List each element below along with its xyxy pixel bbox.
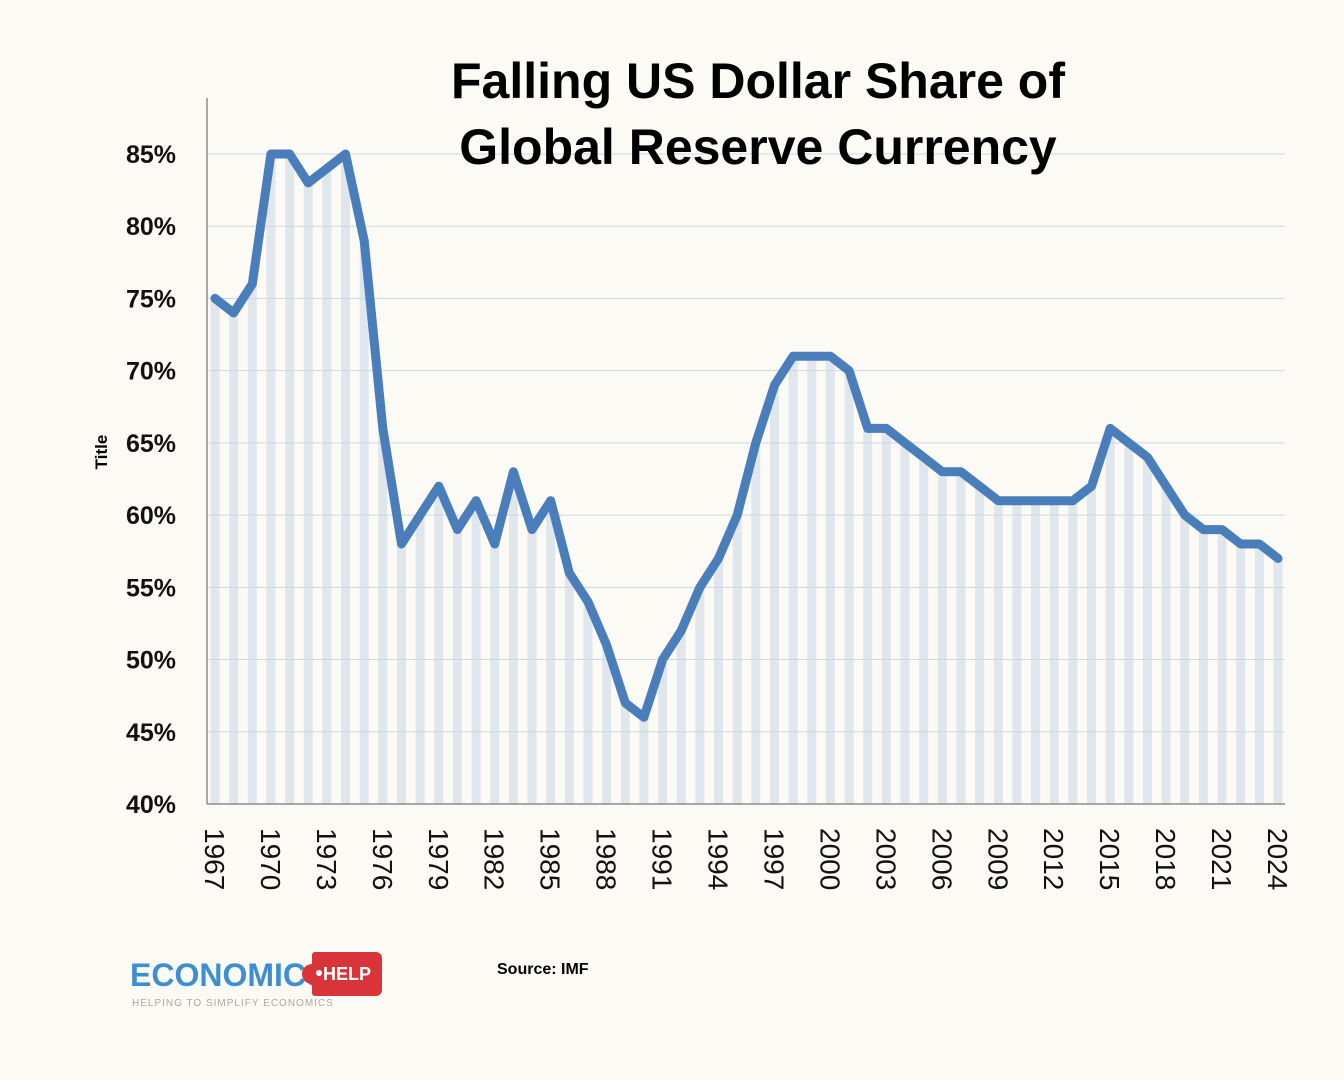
value-column [695,587,705,804]
value-column [1217,529,1227,804]
chart-title-line1: Falling US Dollar Share of [451,53,1065,109]
value-column [788,356,798,804]
value-column [639,717,649,804]
y-axis-label: Title [92,434,111,470]
y-tick-label: 45% [126,719,176,747]
value-column [359,240,369,804]
x-tick-labels: 1967 1970 1973 1976 1979 1982 1985 1988 1991 1994… [199,828,1293,890]
value-column [825,356,835,804]
value-column [1105,428,1115,804]
x-tick-label: 1979 [423,828,454,890]
value-column [1254,544,1264,804]
y-tick-label: 55% [126,574,176,602]
value-column [1273,558,1283,804]
source-note: Source: IMF [497,961,589,978]
chart-title-line2: Global Reserve Currency [459,119,1057,175]
value-column [1049,500,1059,804]
x-tick-label: 1994 [703,828,734,890]
x-tick-label: 1985 [535,828,566,890]
value-column [881,428,891,804]
logo-subtitle: HELPING TO SIMPLIFY ECONOMICS [132,998,334,1009]
y-tick-label: 75% [126,285,176,313]
x-tick-label: 2003 [870,828,901,890]
value-column [1161,486,1171,804]
logo-tag-hole-icon [316,970,322,976]
value-column [266,154,276,804]
value-column [490,544,500,804]
x-tick-label: 2012 [1038,828,1069,890]
value-column [341,154,351,804]
value-column [1031,500,1041,804]
value-column [1012,500,1022,804]
value-column [527,529,537,804]
value-column [546,500,556,804]
value-column [900,442,910,804]
value-column [583,601,593,804]
y-tick-label: 85% [126,141,176,169]
value-column [751,442,761,804]
value-column [919,457,929,804]
value-column [956,471,966,804]
value-column [285,154,295,804]
value-column [396,544,406,804]
value-column [508,471,518,804]
x-tick-label: 1967 [199,828,230,890]
x-tick-label: 1973 [311,828,342,890]
usd-share-line [210,149,1283,722]
value-column [807,356,817,804]
value-column [937,471,947,804]
y-tick-label: 65% [126,430,176,458]
value-column [863,428,873,804]
y-tick-label: 70% [126,358,176,386]
x-tick-label: 2000 [814,828,845,890]
value-column [993,500,1003,804]
value-column [1087,486,1097,804]
value-column [1236,544,1246,804]
value-column [452,529,462,804]
value-column [769,385,779,804]
x-tick-label: 1982 [479,828,510,890]
gridlines [207,153,1285,733]
y-tick-label: 60% [126,502,176,530]
value-column [229,312,239,804]
y-tick-labels: 40% 45% 50% 55% 60% 65% 70% 75% 80% 85% [126,141,176,819]
x-tick-label: 2024 [1262,828,1293,890]
value-column [602,645,612,804]
y-tick-label: 40% [126,791,176,819]
value-column [1124,442,1134,804]
axes [206,98,1285,805]
value-column [303,182,313,804]
economics-help-logo[interactable]: ECONOMICS HELP HELPING TO SIMPLIFY ECONO… [130,950,390,1020]
x-tick-label: 2006 [926,828,957,890]
logo-word: ECONOMICS [130,957,328,993]
x-tick-label: 2021 [1206,828,1237,890]
chart-title: Falling US Dollar Share of Global Reserv… [358,48,1158,180]
value-column [322,168,332,804]
value-column [210,298,220,804]
value-column [975,486,985,804]
value-column [378,428,388,804]
value-column [1142,457,1152,804]
value-column [714,558,724,804]
x-tick-label: 2015 [1094,828,1125,890]
x-tick-label: 2018 [1150,828,1181,890]
x-tick-label: 1970 [255,828,286,890]
value-column [247,284,257,804]
y-tick-label: 80% [126,213,176,241]
logo-tag: HELP [302,952,382,996]
x-tick-label: 1991 [647,828,678,890]
x-tick-label: 2009 [982,828,1013,890]
value-column [676,630,686,804]
x-tick-label: 1997 [758,828,789,890]
x-tick-label: 1988 [591,828,622,890]
value-column [1068,500,1078,804]
value-column [1198,529,1208,804]
x-tick-label: 1976 [367,828,398,890]
value-column [564,572,574,804]
value-column [620,702,630,804]
y-tick-label: 50% [126,647,176,675]
value-column [471,500,481,804]
value-column [434,486,444,804]
